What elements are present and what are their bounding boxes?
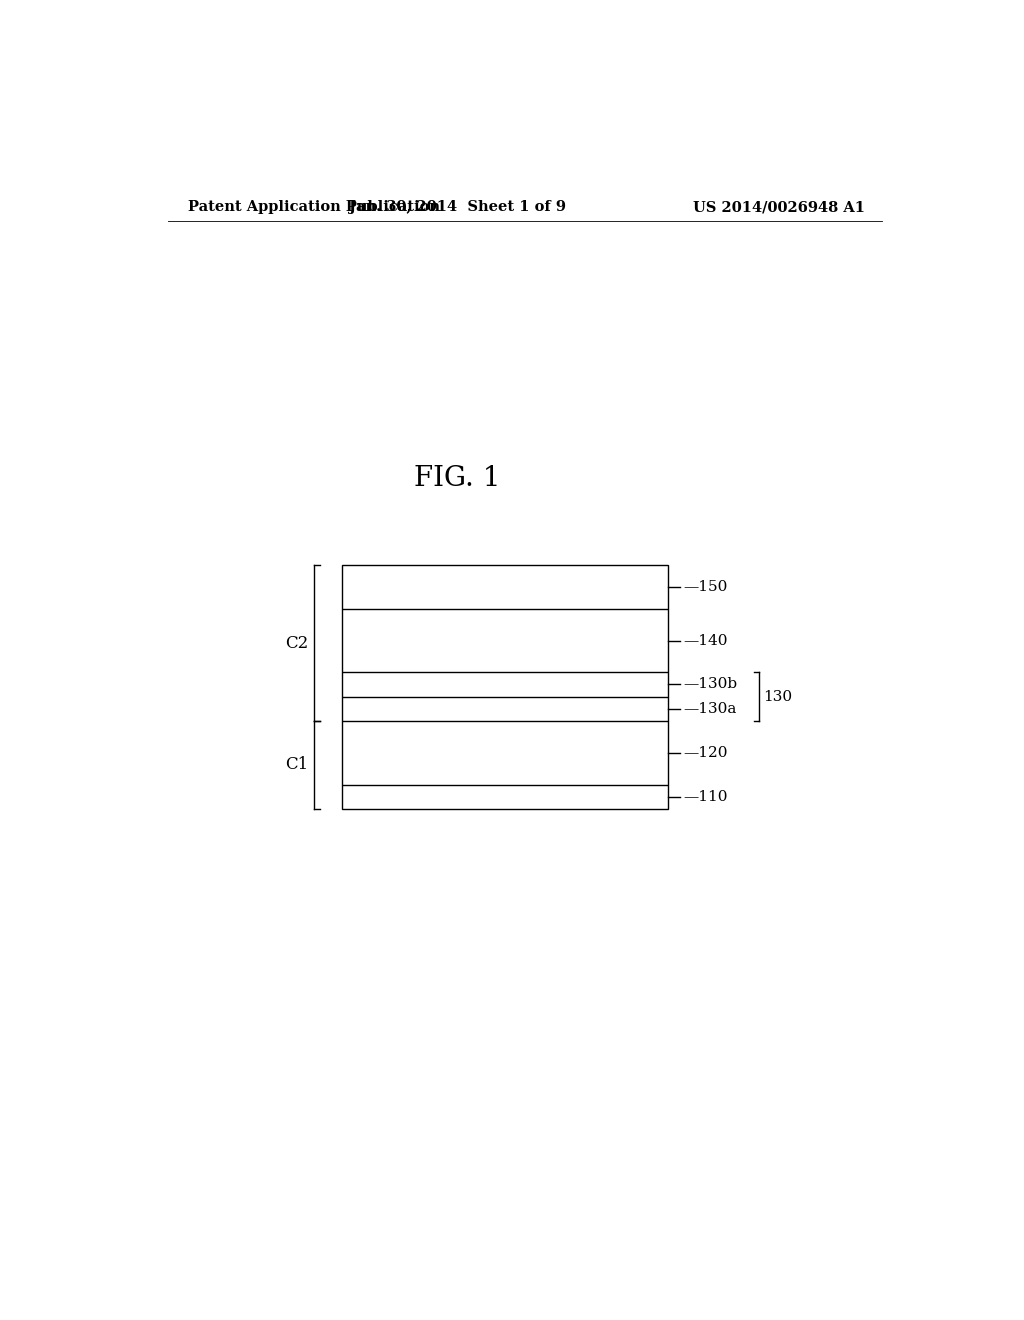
Text: C1: C1 xyxy=(285,756,308,774)
Text: —130b: —130b xyxy=(684,677,737,692)
Text: —130a: —130a xyxy=(684,702,737,715)
Text: —120: —120 xyxy=(684,746,728,760)
Text: Jan. 30, 2014  Sheet 1 of 9: Jan. 30, 2014 Sheet 1 of 9 xyxy=(349,201,566,214)
Text: US 2014/0026948 A1: US 2014/0026948 A1 xyxy=(693,201,864,214)
Text: —110: —110 xyxy=(684,789,728,804)
Text: C2: C2 xyxy=(285,635,308,652)
Text: —150: —150 xyxy=(684,579,728,594)
Bar xyxy=(342,565,668,809)
Text: FIG. 1: FIG. 1 xyxy=(414,465,501,492)
Text: Patent Application Publication: Patent Application Publication xyxy=(187,201,439,214)
Text: —140: —140 xyxy=(684,634,728,648)
Text: 130: 130 xyxy=(763,689,792,704)
